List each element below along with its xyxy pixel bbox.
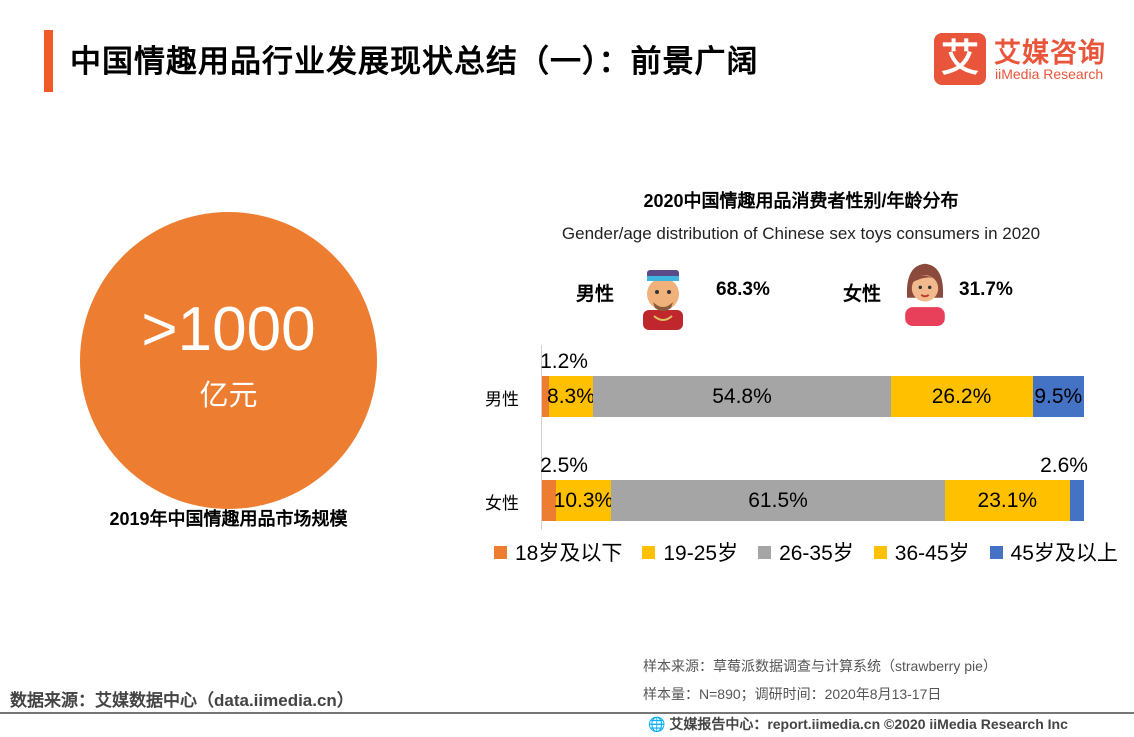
sample-size: 样本量：N=890；调研时间：2020年8月13-17日	[643, 686, 942, 702]
legend-swatch	[989, 545, 1003, 559]
data-label: 54.8%	[712, 385, 772, 408]
data-label: 9.5%	[1034, 385, 1083, 408]
chart-legend: 18岁及以下 19-25岁 26-35岁 36-45岁 45岁及以上	[494, 537, 1134, 567]
data-label: 2.5%	[540, 454, 588, 477]
market-size-value: >1000	[141, 295, 316, 364]
bar-segment	[555, 480, 612, 521]
globe-icon: 🌐	[648, 716, 666, 732]
legend-label: 36-45岁	[894, 542, 970, 565]
chart-axis	[541, 345, 542, 530]
legend-item: 26-35岁	[758, 537, 854, 567]
bar-segment	[548, 376, 594, 417]
male-percentage: 68.3%	[716, 279, 770, 300]
female-percentage: 31.7%	[959, 279, 1013, 300]
bar-segment	[1032, 376, 1084, 417]
data-source: 数据来源：艾媒数据中心（data.iimedia.cn）	[10, 691, 354, 710]
data-label: 26.2%	[931, 385, 992, 408]
logo-subtext: iiMedia Research	[995, 66, 1104, 82]
legend-label: 18岁及以下	[515, 542, 623, 565]
legend-item: 36-45岁	[873, 537, 970, 567]
bar-segment	[542, 376, 549, 417]
sample-source: 样本来源：草莓派数据调查与计算系统（strawberry pie）	[643, 658, 997, 674]
logo-icon: 艾	[934, 33, 986, 85]
bar-segment	[611, 480, 945, 521]
legend-label: 26-35岁	[779, 542, 854, 565]
bar-segment	[1069, 480, 1084, 521]
chart-subtitle: Gender/age distribution of Chinese sex t…	[561, 224, 1041, 243]
legend-swatch	[873, 545, 887, 559]
legend-swatch	[642, 545, 656, 559]
male-label: 男性	[576, 284, 615, 305]
legend-swatch	[758, 545, 772, 559]
data-label: 10.3%	[553, 489, 614, 512]
male-avatar-icon	[643, 270, 683, 330]
data-label: 61.5%	[748, 489, 808, 512]
legend-swatch	[494, 545, 507, 559]
market-size-unit: 亿元	[199, 380, 258, 412]
footer-copyright: 🌐 艾媒报告中心：report.iimedia.cn ©2020 iiMedia…	[648, 714, 1068, 734]
bar-area: 1.2% 8.3% 54.8% 26.2% 9.5% 2.5% 10.3% 61.5% 23.1…	[540, 0, 1088, 737]
legend-label: 19-25岁	[663, 542, 739, 565]
bar-segment	[593, 376, 891, 417]
page-title: 中国情趣用品行业发展现状总结（一）：前景广阔	[70, 44, 759, 79]
market-size-caption: 2019年中国情趣用品市场规模	[109, 509, 348, 529]
footer-divider	[0, 712, 1134, 714]
data-label: 23.1%	[977, 489, 1038, 512]
bar-segment	[890, 376, 1033, 417]
copyright-text: 艾媒报告中心：report.iimedia.cn ©2020 iiMedia R…	[669, 716, 1068, 732]
bar-segment	[944, 480, 1070, 521]
legend-item: 18岁及以下	[494, 537, 622, 567]
female-avatar-icon	[905, 263, 945, 326]
data-label: 1.2%	[540, 350, 588, 373]
data-label: 8.3%	[547, 385, 595, 408]
row-label-male: 男性	[485, 390, 519, 409]
logo-text: 艾媒咨询	[994, 38, 1106, 68]
row-label-female: 女性	[485, 494, 519, 513]
chart-title: 2020中国情趣用品消费者性别/年龄分布	[643, 191, 959, 211]
legend-item: 19-25岁	[642, 537, 738, 567]
market-size-circle: >1000 亿元	[80, 212, 377, 509]
legend-label: 45岁及以上	[1010, 542, 1118, 565]
legend-item: 45岁及以上	[989, 537, 1118, 567]
bar-segment	[542, 480, 556, 521]
title-accent-bar	[44, 30, 53, 92]
female-label: 女性	[843, 284, 882, 305]
data-label: 2.6%	[1040, 454, 1088, 477]
